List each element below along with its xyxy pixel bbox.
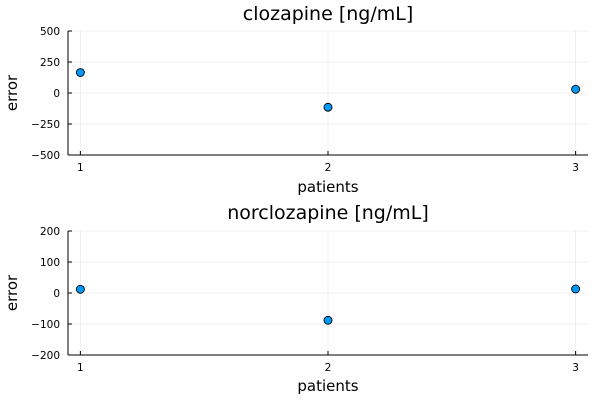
data-point	[75, 68, 85, 77]
y-tick-label: 200	[40, 226, 60, 238]
data-point	[571, 84, 581, 94]
chart-title: norclozapine [ng/mL]	[227, 202, 429, 224]
subplot-1: 1 2 3 −500 −250 0 250 500 clozapine [ng/mL] patie…	[3, 3, 588, 196]
x-tick-label: 3	[572, 162, 579, 174]
y-tick-label: −500	[31, 150, 60, 162]
x-tick-label: 1	[77, 362, 84, 374]
y-tick-label: 250	[40, 57, 60, 69]
subplot-2: 1 2 3 −200 −100 0 100 200 norclozapine [ng/mL] pa…	[3, 202, 588, 395]
y-tick-label: −200	[31, 350, 60, 362]
data-point	[323, 102, 333, 112]
y-tick-label: −100	[31, 319, 60, 331]
y-tick-label: 0	[53, 288, 60, 300]
x-tick-label: 3	[572, 362, 579, 374]
x-tick-label: 1	[77, 162, 84, 174]
x-tick-label: 2	[325, 362, 332, 374]
chart-title: clozapine [ng/mL]	[243, 3, 414, 25]
y-tick-label: 0	[53, 88, 60, 100]
x-tick-label: 2	[325, 162, 332, 174]
data-point	[323, 315, 333, 325]
data-point	[75, 284, 85, 294]
x-axis-label: patients	[297, 377, 358, 395]
y-tick-label: 100	[40, 257, 60, 269]
y-axis-label: error	[3, 274, 21, 311]
y-tick-label: −250	[31, 119, 60, 131]
y-tick-label: 500	[40, 26, 60, 38]
x-axis-label: patients	[297, 178, 358, 196]
data-point	[571, 284, 581, 294]
y-axis-label: error	[3, 74, 21, 111]
